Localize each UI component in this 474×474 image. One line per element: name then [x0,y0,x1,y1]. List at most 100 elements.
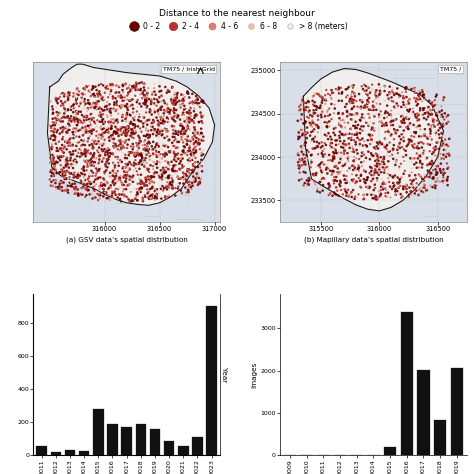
Point [68,162,75,170]
Point [92,170,100,177]
Point [181,144,189,151]
Point [86,177,94,184]
Point [86,172,93,179]
Point [157,150,164,158]
Point [83,182,91,189]
Point [130,169,137,177]
Point [109,193,116,201]
Point [178,127,186,135]
Point [396,176,403,183]
Point [52,94,60,101]
Point [126,158,133,166]
Point [77,108,84,116]
Point [192,142,200,149]
Point [164,160,172,167]
Point [420,130,428,137]
Point [174,145,182,152]
Point [348,111,356,118]
Point [170,137,178,145]
Bar [192,437,203,455]
Point [158,115,165,123]
Point [181,172,189,179]
Point [378,119,386,127]
Point [73,153,81,160]
Point [328,192,336,200]
Point [151,194,158,202]
Point [140,80,148,87]
Point [412,128,420,136]
Point [421,181,428,189]
Point [395,93,402,101]
Point [88,167,95,174]
Point [65,122,73,130]
Point [339,193,346,201]
Point [306,119,314,127]
Point [128,173,136,181]
Point [400,146,408,153]
Point [186,142,193,149]
Point [155,118,163,126]
Point [328,136,335,143]
Point [68,122,75,130]
Point [164,165,172,173]
Point [74,174,82,182]
Point [89,84,97,91]
Point [149,123,156,131]
Point [52,114,59,122]
Point [389,84,397,92]
Point [309,123,316,130]
Point [179,124,187,131]
Point [423,161,431,169]
Point [143,151,150,158]
Point [108,125,115,132]
Point [151,192,159,200]
Point [171,162,178,169]
Point [121,102,129,110]
Point [115,159,122,166]
Point [172,101,179,109]
Point [184,133,191,140]
Point [56,93,64,101]
Point [146,139,154,147]
Point [444,182,451,189]
Point [158,155,166,163]
Point [189,134,196,141]
Point [411,186,419,193]
Point [51,127,59,135]
Point [57,116,64,124]
Point [118,158,126,166]
Point [129,150,137,157]
Point [131,195,139,202]
Point [75,102,83,110]
Point [153,160,161,168]
Point [398,143,406,151]
Point [442,153,450,161]
Point [74,138,82,146]
Point [359,85,367,93]
Point [173,150,181,158]
Point [100,96,107,104]
Point [389,121,397,129]
Point [362,176,370,184]
Point [307,160,315,168]
Point [344,167,351,174]
Point [96,116,103,123]
Point [78,93,85,100]
Point [72,112,79,120]
Point [294,158,302,166]
Point [150,173,158,181]
Bar [107,425,118,455]
Point [321,112,329,120]
Point [76,126,84,134]
Point [335,170,342,178]
Point [301,120,308,128]
Point [336,159,344,166]
Point [162,184,170,191]
Point [168,182,176,189]
Point [66,179,73,187]
Point [190,139,198,147]
Point [327,133,334,140]
Point [135,132,142,140]
Point [408,169,415,176]
Point [381,114,388,122]
